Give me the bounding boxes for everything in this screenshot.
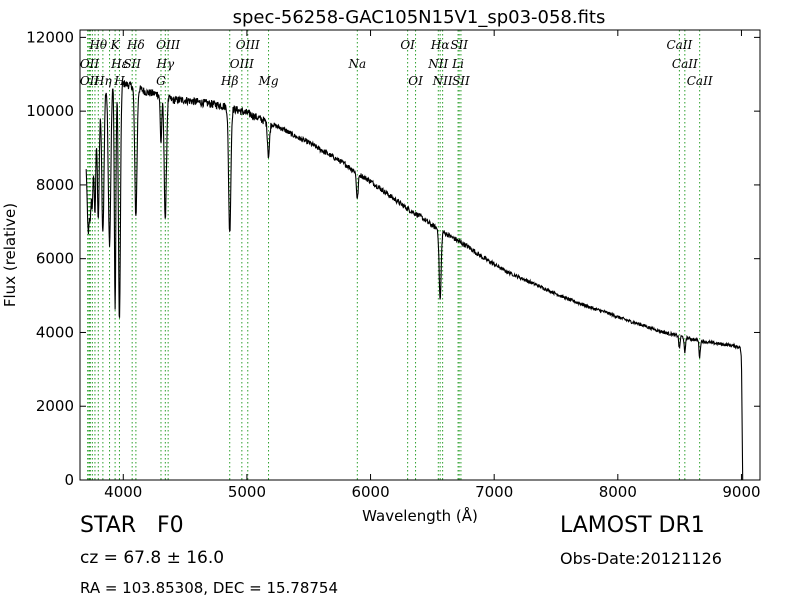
marker-label-15: NII (427, 57, 448, 71)
x-tick-label-2: 6000 (351, 483, 389, 501)
data-release: LAMOST DR1 (560, 513, 705, 538)
marker-label-4: OIII (236, 38, 260, 52)
chart-title: spec-56258-GAC105N15V1_sp03-058.fits (233, 7, 606, 28)
marker-label-1: K (110, 38, 121, 52)
redshift-cz: cz = 67.8 ± 16.0 (80, 548, 225, 568)
marker-label-27: CaII (687, 74, 713, 88)
x-tick-label-4: 8000 (599, 483, 637, 501)
marker-label-13: OIII (230, 57, 254, 71)
marker-label-25: NII (432, 74, 453, 88)
marker-label-3: OIII (156, 38, 180, 52)
marker-label-9: OII (80, 57, 100, 71)
marker-label-2: Hδ (126, 38, 145, 52)
marker-label-17: CaII (672, 57, 698, 71)
y-tick-label-5: 10000 (26, 102, 74, 120)
object-subclass: F0 (157, 513, 184, 538)
y-tick-label-3: 6000 (36, 250, 74, 268)
marker-label-19: Hη (93, 74, 112, 88)
x-tick-label-0: 4000 (104, 483, 142, 501)
marker-label-0: Hθ (88, 38, 107, 52)
marker-label-7: SII (450, 38, 468, 52)
marker-label-23: Mg (258, 74, 279, 88)
x-axis-label: Wavelength (Å) (362, 506, 478, 525)
marker-label-11: SII (123, 57, 141, 71)
marker-label-21: G (156, 74, 166, 88)
x-axis-ticks: 4000 5000 6000 7000 8000 9000 (104, 30, 761, 501)
marker-label-24: OI (408, 74, 423, 88)
x-tick-label-5: 9000 (722, 483, 760, 501)
marker-label-5: OI (400, 38, 415, 52)
y-axis-label: Flux (relative) (1, 203, 19, 307)
y-tick-label-2: 4000 (36, 323, 74, 341)
y-tick-label-6: 12000 (26, 28, 74, 46)
object-type: STAR (80, 513, 137, 538)
x-tick-label-3: 7000 (475, 483, 513, 501)
marker-label-8: CaII (666, 38, 692, 52)
y-tick-label-0: 0 (64, 471, 74, 489)
observation-date: Obs-Date:20121126 (560, 549, 722, 568)
emission-line-markers (87, 30, 701, 480)
marker-label-6: Hα (430, 38, 450, 52)
marker-label-12: Hγ (155, 57, 174, 71)
marker-label-26: SII (452, 74, 470, 88)
plot-frame (79, 29, 761, 481)
marker-label-16: Li (451, 57, 464, 71)
y-axis-ticks: 0 2000 4000 6000 8000 10000 12000 (26, 28, 760, 489)
marker-label-10: Hε (110, 57, 128, 71)
marker-label-18: OII (80, 74, 100, 88)
ra-dec-coordinates: RA = 103.85308, DEC = 15.78754 (80, 579, 339, 597)
y-tick-label-1: 2000 (36, 397, 74, 415)
y-tick-label-4: 8000 (36, 176, 74, 194)
spectrum-line (85, 80, 744, 481)
x-tick-label-1: 5000 (228, 483, 266, 501)
marker-label-22: Hβ (220, 74, 238, 88)
marker-label-14: Na (347, 57, 366, 71)
